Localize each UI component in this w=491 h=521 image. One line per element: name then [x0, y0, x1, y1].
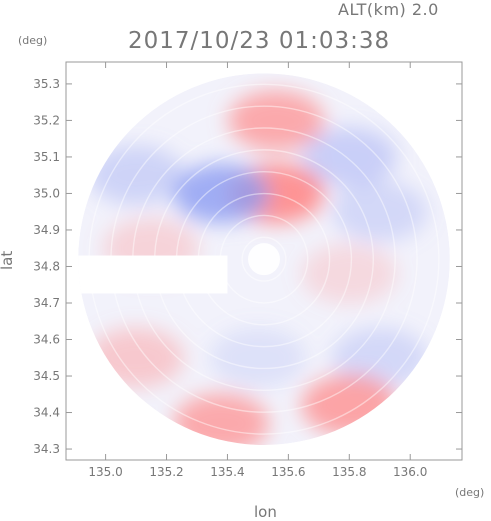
x-tick-label: 136.0	[393, 465, 427, 479]
x-tick-label: 135.8	[332, 465, 366, 479]
y-tick-label: 35.1	[33, 150, 60, 164]
y-unit-label: (deg)	[18, 34, 48, 47]
y-tick-label: 35.0	[33, 186, 60, 200]
velocity-region	[88, 145, 185, 206]
y-axis: 35.3 35.2 35.1 35.0 34.9 34.8 34.7 34.6 34.5 34.4…	[33, 77, 462, 456]
y-tick-label: 34.6	[33, 333, 60, 347]
x-unit-label: (deg)	[455, 486, 485, 499]
timestamp-title: 2017/10/23 01:03:38	[128, 28, 391, 54]
velocity-region	[331, 327, 428, 388]
x-tick-label: 135.0	[88, 465, 122, 479]
x-tick-label: 135.6	[271, 465, 305, 479]
velocity-region	[173, 163, 270, 224]
velocity-region	[301, 126, 398, 187]
velocity-region	[331, 181, 428, 242]
y-tick-label: 34.9	[33, 223, 60, 237]
velocity-region	[301, 243, 398, 304]
x-tick-label: 135.2	[149, 465, 183, 479]
x-axis: 135.0 135.2 135.4 135.6 135.8 136.0	[88, 62, 427, 479]
y-tick-label: 34.7	[33, 296, 60, 310]
velocity-region	[228, 90, 325, 151]
y-tick-label: 35.2	[33, 113, 60, 127]
y-tick-label: 34.8	[33, 259, 60, 273]
plot-frame	[65, 61, 463, 461]
x-axis-label: lon	[254, 503, 277, 521]
radar-center-gap	[248, 243, 280, 276]
range-ring	[241, 236, 287, 282]
altitude-label: ALT(km) 2.0	[338, 0, 439, 19]
radar-heat-layer	[78, 73, 450, 445]
velocity-region	[173, 393, 270, 445]
y-tick-label: 34.5	[33, 369, 60, 383]
no-data-gap	[78, 255, 228, 294]
x-tick-label: 135.4	[210, 465, 244, 479]
velocity-region	[209, 327, 306, 388]
y-tick-label: 35.3	[33, 77, 60, 91]
y-tick-label: 34.4	[33, 406, 60, 420]
y-tick-label: 34.3	[33, 442, 60, 456]
